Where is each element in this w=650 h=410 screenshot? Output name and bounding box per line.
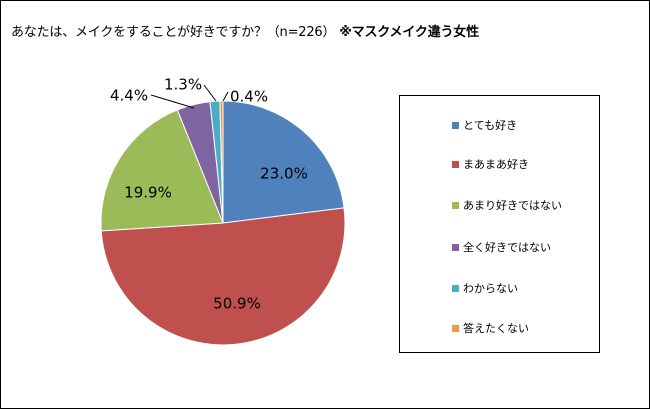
legend-label: わからない [463, 282, 518, 295]
legend-item: 全く好きではない [452, 239, 551, 255]
data-label: 23.0% [260, 165, 308, 183]
legend-item: とても好き [452, 117, 517, 133]
data-label: 4.4% [110, 87, 148, 105]
pie-slice [222, 100, 345, 224]
pie-slice [219, 100, 224, 224]
legend-item: まあまあ好き [452, 156, 529, 172]
data-label: 19.9% [124, 184, 172, 202]
chart-title-main: あなたは、メイクをすることが好きですか？（n=226） [11, 25, 336, 40]
chart-title-sub: ※マスクメイク違う女性 [339, 25, 479, 40]
legend-label: あまり好きではない [463, 199, 562, 212]
leader-line [203, 84, 217, 102]
leader-line [222, 91, 229, 102]
pie-slice [100, 207, 346, 346]
legend-swatch [452, 243, 459, 251]
legend-swatch [452, 324, 459, 332]
data-label: 0.4% [230, 88, 268, 106]
legend-item: 答えたくない [452, 320, 529, 336]
legend-swatch [452, 121, 459, 129]
legend-swatch [452, 160, 459, 168]
pie-slice [100, 109, 224, 232]
legend-label: とても好き [463, 119, 518, 132]
legend-item: わからない [452, 280, 518, 296]
legend-label: 全く好きではない [463, 241, 551, 254]
legend-swatch [452, 284, 459, 292]
data-label: 50.9% [213, 295, 261, 313]
chart-title: あなたは、メイクをすることが好きですか？（n=226） ※マスクメイク違う女性 [11, 21, 479, 40]
chart-legend: とても好きまあまあ好きあまり好きではない 全く好きではない わからない答えたくない [399, 95, 600, 353]
legend-item: あまり好きではない [452, 197, 562, 213]
leader-line [150, 94, 195, 109]
legend-label: まあまあ好き [463, 158, 529, 171]
data-label: 1.3% [164, 76, 202, 94]
legend-swatch [452, 201, 459, 209]
legend-label: 答えたくない [463, 322, 529, 335]
